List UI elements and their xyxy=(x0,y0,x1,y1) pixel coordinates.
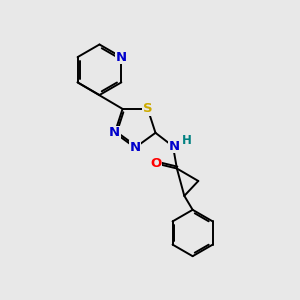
Text: S: S xyxy=(143,102,152,116)
Text: N: N xyxy=(168,140,179,153)
Text: O: O xyxy=(151,157,162,170)
Text: N: N xyxy=(116,51,127,64)
Text: N: N xyxy=(130,141,141,154)
Text: N: N xyxy=(109,126,120,139)
Text: H: H xyxy=(182,134,191,147)
